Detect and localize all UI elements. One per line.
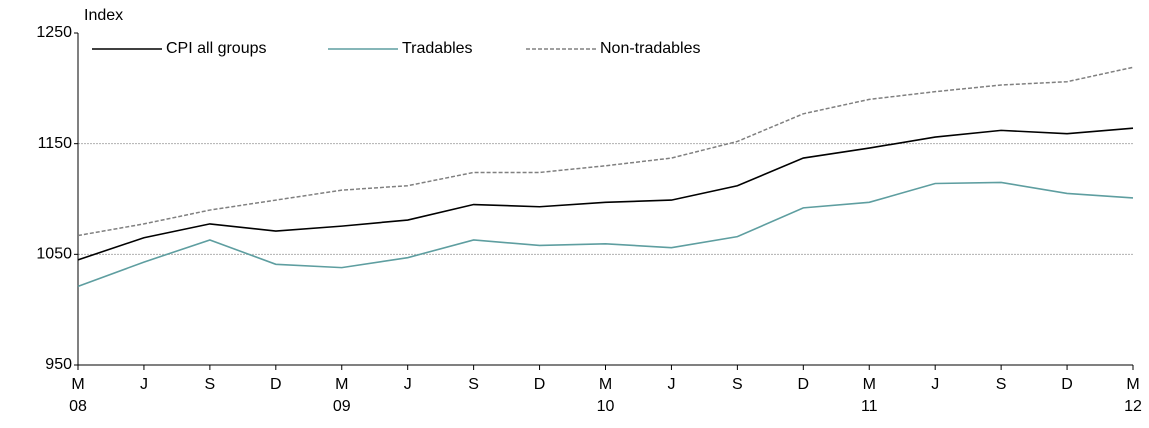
x-tick-label: J xyxy=(667,376,675,393)
x-tick-label: M xyxy=(71,376,84,393)
x-tick-label: D xyxy=(534,376,546,393)
x-tick-label: M xyxy=(599,376,612,393)
x-year-label: 10 xyxy=(597,398,615,415)
y-axis-label: Index xyxy=(84,7,123,24)
x-year-label: 08 xyxy=(69,398,87,415)
y-tick-label: 1250 xyxy=(36,24,72,41)
x-tick-label: D xyxy=(1061,376,1073,393)
series-line xyxy=(77,66,1134,237)
x-tick-label: S xyxy=(205,376,216,393)
y-tick-label: 950 xyxy=(45,356,72,373)
x-tick-label: J xyxy=(404,376,412,393)
x-tick-label: M xyxy=(863,376,876,393)
x-tick-label: M xyxy=(1126,376,1139,393)
x-tick-label: D xyxy=(270,376,282,393)
legend-label: CPI all groups xyxy=(166,40,267,57)
x-tick-label: S xyxy=(468,376,479,393)
x-tick-label: J xyxy=(931,376,939,393)
series-line xyxy=(77,127,1134,261)
legend-label: Non-tradables xyxy=(600,40,701,57)
x-tick-label: M xyxy=(335,376,348,393)
x-tick-label: S xyxy=(996,376,1007,393)
x-year-label: 09 xyxy=(333,398,351,415)
legend-label: Tradables xyxy=(402,40,473,57)
series-line xyxy=(77,181,1134,288)
y-tick-label: 1150 xyxy=(38,135,73,152)
x-tick-label: J xyxy=(140,376,148,393)
y-tick-label: 1050 xyxy=(36,246,72,263)
x-tick-label: D xyxy=(798,376,810,393)
x-year-label: 11 xyxy=(861,398,878,415)
x-tick-label: S xyxy=(732,376,743,393)
x-year-label: 12 xyxy=(1124,398,1142,415)
